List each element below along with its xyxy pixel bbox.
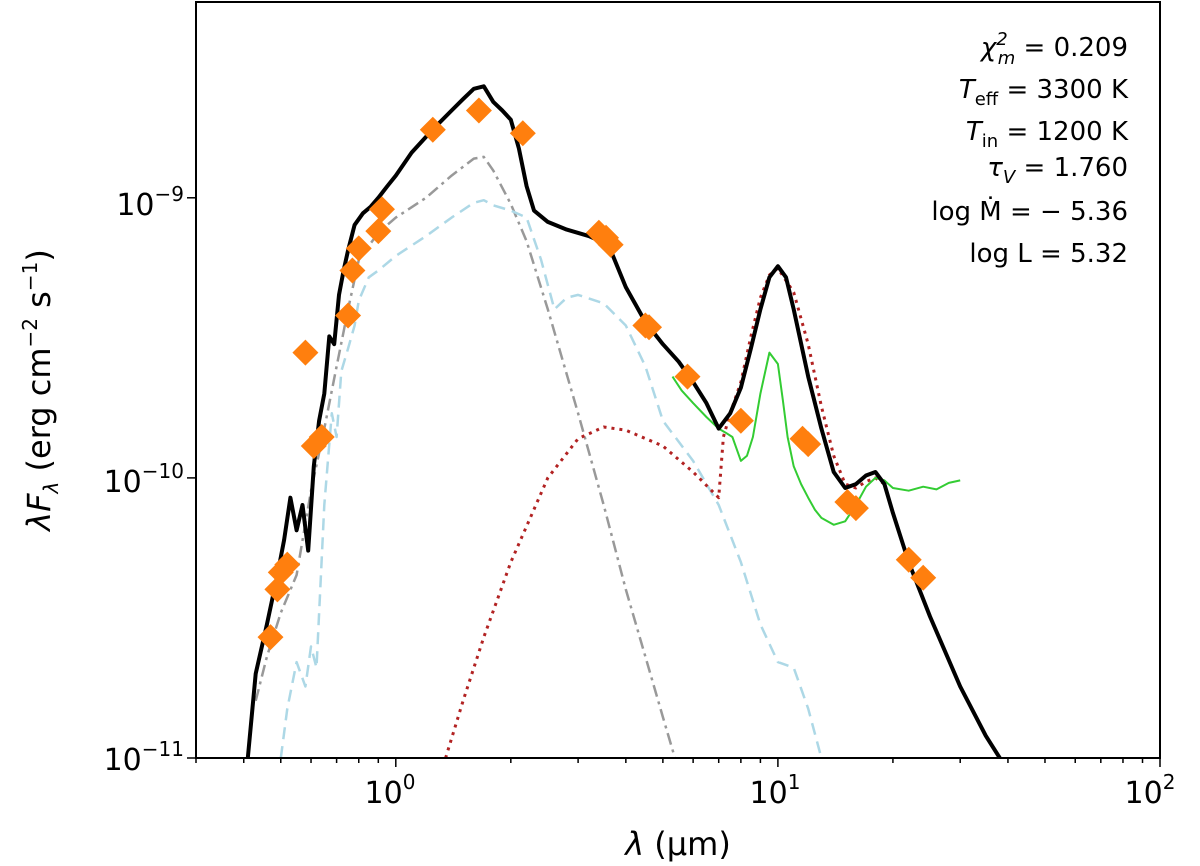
- x-tick-label-3: 102: [1125, 770, 1176, 811]
- photometry-point-3: [274, 551, 301, 578]
- series-attenuated-star: [279, 198, 823, 758]
- annot-teff: Teff = 3300 K: [959, 75, 1129, 110]
- photometry-point-0: [257, 624, 284, 651]
- photometry-point-23: [795, 431, 822, 458]
- series-dust-emission: [444, 266, 1001, 758]
- photometry-point-14: [509, 120, 536, 147]
- photometry-point-6: [308, 423, 335, 450]
- fit-parameters: χ2 m = 0.209 Teff = 3300 K Tin = 1200 K τ…: [931, 29, 1129, 269]
- y-axis-title: λFλ (erg cm−2 s−1): [18, 249, 63, 533]
- photometry-point-7: [335, 302, 362, 329]
- photometry-point-13: [465, 97, 492, 124]
- x-axis-title: λ (μm): [623, 825, 731, 863]
- photometry-point-10: [365, 218, 392, 245]
- annot-tin: Tin = 1200 K: [966, 117, 1129, 152]
- y-tick-label-1: 10−11: [104, 737, 184, 778]
- annot-lum: log L = 5.32: [969, 239, 1128, 269]
- photometry-point-26: [895, 546, 922, 573]
- series-spitzer-irs-spectrum: [671, 351, 961, 526]
- photometry-point-25: [842, 495, 869, 522]
- annot-mdot: log Ṁ = − 5.36: [931, 195, 1128, 227]
- series-total-model: [245, 84, 1003, 758]
- plot-frame: [195, 1, 1161, 759]
- photometry-layer: [257, 97, 937, 651]
- photometry-point-20: [674, 363, 701, 390]
- y-tick-label-2: 10−10: [104, 459, 184, 500]
- photometry-point-11: [368, 196, 395, 223]
- x-tick-label-1: 100: [365, 770, 416, 811]
- photometry-point-27: [910, 564, 937, 591]
- annot-tau: τV = 1.760: [987, 153, 1128, 188]
- photometry-point-12: [419, 116, 446, 143]
- axis-ticks: [187, 197, 1161, 767]
- photometry-point-17: [597, 231, 624, 258]
- x-tick-label-2: 101: [750, 770, 801, 811]
- photometry-point-21: [727, 407, 754, 434]
- series-layer: [245, 84, 1003, 758]
- photometry-point-8: [339, 257, 366, 284]
- photometry-point-1: [264, 576, 291, 603]
- annot-chi2: χ2 m = 0.209: [979, 29, 1128, 69]
- photometry-point-9: [345, 235, 372, 262]
- photometry-point-19: [636, 314, 663, 341]
- y-tick-label-3: 10−9: [116, 182, 184, 223]
- photometry-point-4: [292, 339, 319, 366]
